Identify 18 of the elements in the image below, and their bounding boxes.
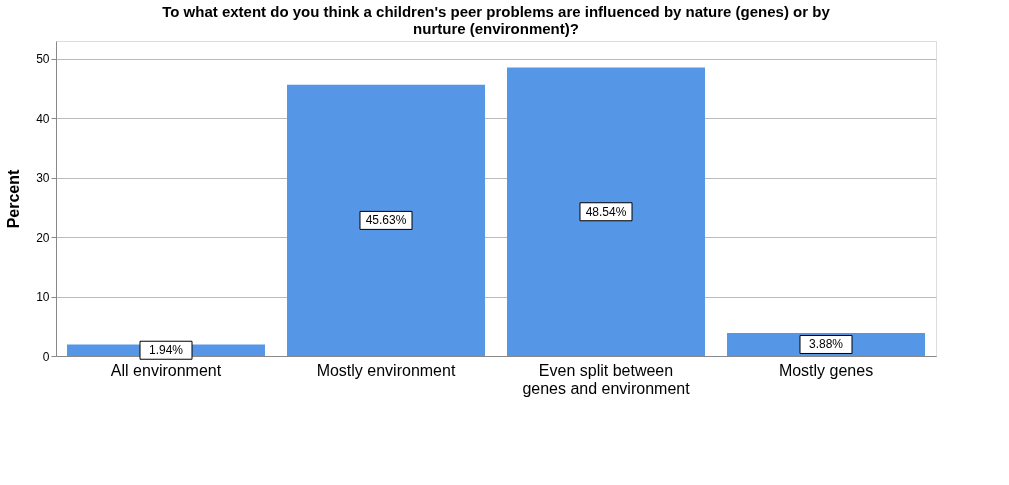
data-label: 1.94% <box>148 343 184 358</box>
chart-title: To what extent do you think a children's peer problems are influenced by nature (genes) or by nurture (environment)? <box>162 3 831 37</box>
bar <box>507 67 705 356</box>
y-axis-title: Percent <box>5 168 23 229</box>
data-label: 3.88% <box>808 337 844 352</box>
x-tick-label: Mostly environment <box>316 361 456 379</box>
y-tick-label: 40 <box>36 111 50 126</box>
x-tick-label: All environment <box>110 361 222 379</box>
x-tick-label: Mostly genes <box>778 361 874 379</box>
y-tick-label: 0 <box>42 349 50 364</box>
bar <box>287 84 485 356</box>
y-tick-label: 30 <box>36 171 50 186</box>
y-tick-label: 10 <box>36 290 50 305</box>
y-tick-label: 20 <box>36 230 50 245</box>
data-label: 48.54% <box>585 204 627 219</box>
data-label: 45.63% <box>365 213 407 228</box>
y-tick-label: 50 <box>36 52 50 67</box>
x-tick-label: Even split between genes and environment <box>522 361 691 397</box>
